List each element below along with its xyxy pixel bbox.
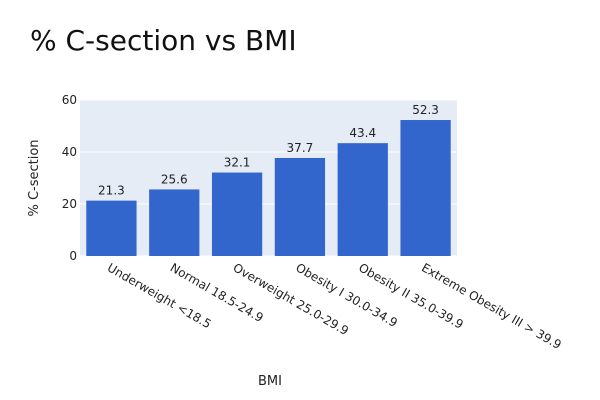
x-axis-title: BMI — [258, 374, 282, 389]
bar-value-label: 43.4 — [349, 126, 376, 140]
y-tick-label: 40 — [62, 145, 77, 159]
bar — [86, 200, 137, 256]
y-axis-title: % C-section — [27, 139, 42, 216]
y-tick-label: 0 — [69, 249, 77, 263]
x-tick-label: Obesity II 35.0-39.9 — [356, 260, 465, 331]
bar-value-label: 37.7 — [287, 141, 314, 155]
x-tick-label: Underweight <18.5 — [105, 260, 214, 331]
x-tick-label: Obesity I 30.0-34.9 — [293, 260, 399, 330]
bar — [211, 172, 263, 256]
bar — [400, 120, 451, 257]
bar-value-label: 32.1 — [224, 156, 251, 170]
bar-value-label: 52.3 — [412, 103, 439, 117]
bar-value-label: 21.3 — [98, 184, 125, 198]
bar — [274, 157, 326, 256]
plot-area — [80, 100, 457, 256]
x-tick-label: Overweight 25.0-29.9 — [231, 260, 351, 338]
y-tick-label: 60 — [62, 93, 77, 107]
y-tick-label: 20 — [62, 197, 77, 211]
grid-lines — [80, 99, 457, 257]
bar-value-label: 25.6 — [161, 172, 188, 186]
bar — [149, 189, 200, 256]
bars: 21.3 25.6 32.1 37.7 43.4 52.3 — [86, 103, 451, 257]
chart-title: % C-section vs BMI — [30, 24, 297, 57]
bar — [337, 143, 388, 256]
y-axis-ticks: 0 20 40 60 — [62, 93, 77, 263]
